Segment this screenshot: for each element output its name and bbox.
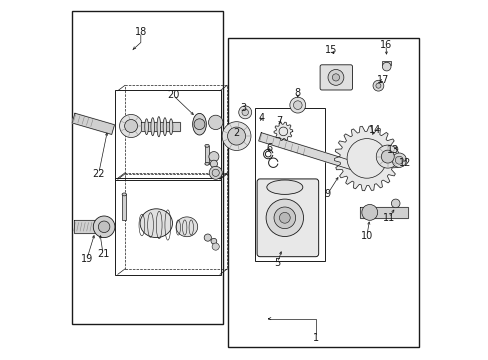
- Ellipse shape: [266, 180, 302, 194]
- Polygon shape: [359, 207, 407, 218]
- Text: 3: 3: [240, 103, 246, 113]
- Text: 5: 5: [274, 258, 280, 268]
- Circle shape: [279, 212, 289, 223]
- Ellipse shape: [144, 119, 148, 135]
- Text: 6: 6: [265, 143, 271, 153]
- Text: 1: 1: [313, 333, 319, 343]
- Circle shape: [381, 150, 393, 163]
- Circle shape: [394, 156, 403, 164]
- Bar: [228, 38, 418, 347]
- Bar: [204, 146, 209, 164]
- Text: 12: 12: [398, 158, 410, 168]
- Bar: [115, 90, 221, 180]
- Text: 11: 11: [382, 213, 394, 223]
- Circle shape: [209, 166, 222, 179]
- Polygon shape: [73, 220, 111, 233]
- Circle shape: [93, 216, 115, 238]
- Circle shape: [279, 127, 287, 136]
- Text: 15: 15: [324, 45, 336, 55]
- Circle shape: [372, 80, 383, 91]
- Circle shape: [265, 199, 303, 237]
- Text: 22: 22: [92, 168, 105, 179]
- Circle shape: [212, 243, 219, 250]
- Circle shape: [289, 97, 305, 113]
- Circle shape: [208, 152, 219, 162]
- Bar: [255, 108, 325, 261]
- Circle shape: [120, 114, 142, 138]
- Circle shape: [211, 238, 216, 244]
- Text: 13: 13: [386, 145, 398, 156]
- Bar: [122, 194, 126, 220]
- Text: 21: 21: [97, 249, 109, 259]
- Ellipse shape: [157, 117, 160, 137]
- Circle shape: [332, 74, 339, 81]
- Circle shape: [375, 145, 399, 168]
- Text: 17: 17: [376, 75, 388, 85]
- Circle shape: [382, 62, 390, 71]
- FancyBboxPatch shape: [257, 179, 318, 257]
- Text: 10: 10: [360, 231, 372, 241]
- Text: 4: 4: [258, 113, 264, 123]
- Circle shape: [391, 153, 406, 167]
- Text: 16: 16: [379, 40, 391, 50]
- Polygon shape: [334, 126, 399, 191]
- Circle shape: [273, 207, 295, 229]
- Circle shape: [212, 169, 219, 176]
- Ellipse shape: [192, 113, 206, 135]
- Circle shape: [222, 122, 250, 150]
- Circle shape: [361, 204, 377, 220]
- Ellipse shape: [204, 162, 209, 165]
- Text: 2: 2: [233, 128, 239, 138]
- Bar: [384, 64, 388, 69]
- Polygon shape: [72, 113, 114, 134]
- Text: 7: 7: [276, 116, 282, 126]
- Circle shape: [293, 101, 302, 109]
- Circle shape: [390, 199, 399, 208]
- Text: 20: 20: [167, 90, 179, 100]
- Ellipse shape: [140, 209, 172, 238]
- Polygon shape: [141, 122, 179, 131]
- Circle shape: [210, 160, 217, 167]
- FancyBboxPatch shape: [320, 65, 352, 90]
- Ellipse shape: [204, 144, 209, 147]
- Circle shape: [98, 221, 110, 233]
- Circle shape: [227, 127, 245, 145]
- Ellipse shape: [151, 118, 154, 136]
- Text: 18: 18: [134, 27, 147, 37]
- Circle shape: [375, 83, 380, 88]
- Text: 8: 8: [294, 88, 300, 98]
- Bar: [381, 61, 390, 65]
- Ellipse shape: [122, 193, 126, 196]
- Circle shape: [194, 119, 204, 130]
- Circle shape: [124, 120, 137, 132]
- Circle shape: [327, 69, 343, 85]
- Circle shape: [346, 139, 386, 178]
- Ellipse shape: [169, 119, 172, 135]
- Polygon shape: [273, 122, 292, 141]
- Ellipse shape: [163, 118, 166, 136]
- Polygon shape: [258, 133, 353, 170]
- Bar: [72, 11, 223, 324]
- Circle shape: [242, 109, 248, 116]
- Text: 19: 19: [81, 254, 93, 264]
- Circle shape: [238, 106, 251, 119]
- Text: 14: 14: [368, 125, 380, 135]
- Circle shape: [204, 234, 211, 241]
- Ellipse shape: [176, 217, 197, 237]
- Circle shape: [208, 115, 223, 130]
- Text: 9: 9: [324, 189, 330, 199]
- Bar: [115, 178, 221, 275]
